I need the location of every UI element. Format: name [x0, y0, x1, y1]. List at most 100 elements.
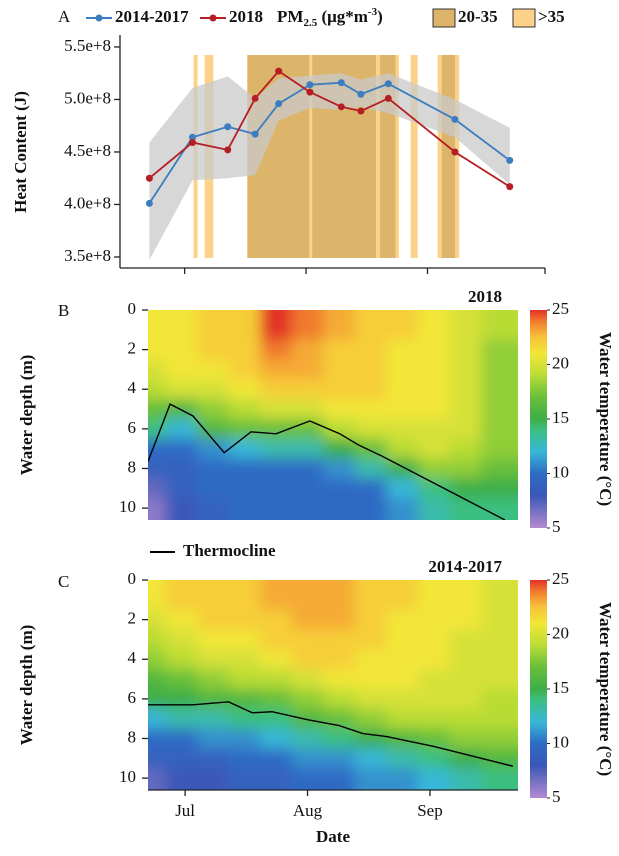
series-point	[145, 174, 153, 182]
heatmap-cell	[165, 629, 198, 650]
heatmap-cell	[323, 359, 356, 380]
pm-unit: (μg*m	[317, 7, 368, 26]
heatmap-cell	[386, 379, 419, 400]
heatmap-cell	[291, 589, 324, 611]
heatmap-cell	[386, 728, 419, 749]
heatmap-cell	[323, 589, 356, 611]
heatmap-cell	[260, 688, 293, 710]
heatmap-cell	[323, 379, 356, 400]
series-point	[188, 133, 196, 141]
heatmap-cell	[386, 688, 419, 710]
heatmap-cell	[260, 669, 293, 690]
heatmap-cell	[323, 580, 356, 591]
x-tick-label: Aug	[293, 801, 323, 820]
heatmap-cell	[196, 580, 230, 591]
heatmap-cell	[148, 379, 166, 400]
y-axis-title: Water depth (m)	[17, 355, 36, 476]
heatmap-cell	[323, 478, 356, 499]
heatmap-cell	[228, 478, 261, 499]
heatmap-cell	[196, 418, 230, 440]
heatmap-cell	[418, 669, 451, 690]
heatmap-cell	[354, 319, 388, 341]
colorbar-tick-label: 15	[552, 408, 569, 427]
pm-span	[437, 55, 442, 258]
heatmap-cell	[418, 379, 451, 400]
y-tick-label: 10	[119, 767, 136, 786]
heatmap-cell	[196, 748, 230, 769]
heatmap-cell	[196, 498, 230, 520]
heatmap-cell	[196, 458, 230, 479]
heatmap-cell	[354, 580, 388, 591]
heatmap-cell	[148, 728, 166, 749]
heatmap-cell	[354, 478, 388, 499]
heatmap-cell	[386, 458, 419, 479]
pm-sub: 2.5	[303, 17, 317, 29]
heatmap-cell	[386, 399, 419, 420]
heatmap-cell	[196, 438, 230, 460]
heatmap-cell	[228, 748, 261, 769]
heatmap-cell	[165, 669, 198, 690]
heatmap-cell	[481, 688, 518, 710]
panel-title: 2014-2017	[428, 557, 502, 576]
heatmap-cell	[481, 498, 518, 520]
heatmap-cell	[148, 339, 166, 361]
x-tick-label: Sep	[417, 801, 443, 820]
heatmap-cell	[196, 319, 230, 341]
legend-marker	[209, 14, 217, 22]
heatmap-cell	[386, 418, 419, 440]
heatmap-cell	[196, 310, 230, 321]
heatmap-cell	[418, 319, 451, 341]
heatmap-cell	[228, 649, 261, 670]
heatmap-cell	[260, 580, 293, 591]
heatmap-cell	[323, 438, 356, 460]
heatmap-cell	[165, 589, 198, 611]
series-point	[224, 123, 232, 131]
heatmap-cell	[291, 310, 324, 321]
heatmap-cell	[323, 399, 356, 420]
x-axis-title: Date	[316, 827, 350, 846]
heatmap-cell	[228, 580, 261, 591]
y-tick-label: 5.5e+8	[64, 36, 111, 55]
colorbar-tick-label: 15	[552, 678, 569, 697]
y-tick-label: 5.0e+8	[64, 88, 111, 107]
heatmap-cell	[354, 310, 388, 321]
y-tick-label: 6	[128, 418, 137, 437]
y-tick-label: 4.5e+8	[64, 141, 111, 160]
heatmap-cell	[291, 669, 324, 690]
heatmap-cell	[481, 319, 518, 341]
heatmap-cell	[196, 379, 230, 400]
heatmap-cell	[291, 688, 324, 710]
heatmap-cell	[165, 728, 198, 749]
legend-label: 2014-2017	[115, 7, 189, 26]
heatmap-cell	[386, 708, 419, 730]
pm-close: )	[377, 7, 383, 26]
heatmap-cell	[228, 498, 261, 520]
heatmap-cell	[449, 379, 482, 400]
heatmap-cell	[148, 768, 166, 790]
heatmap-cell	[418, 768, 451, 790]
colorbar-title: Water temperature (°C)	[596, 602, 615, 776]
heatmap-cell	[260, 438, 293, 460]
heatmap-cell	[291, 748, 324, 769]
pm-span	[395, 55, 399, 258]
heatmap-cell	[260, 728, 293, 749]
heatmap-cell	[228, 708, 261, 730]
heatmap-cell	[481, 478, 518, 499]
heatmap-cell	[386, 589, 419, 611]
heatmap-cell	[323, 669, 356, 690]
heatmap-cell	[260, 418, 293, 440]
heatmap-cell	[165, 708, 198, 730]
heatmap-cell	[386, 609, 419, 631]
heatmap-cell	[148, 458, 166, 479]
legend-marker	[95, 14, 103, 22]
heatmap-cell	[449, 399, 482, 420]
pm-span	[441, 55, 456, 258]
heatmap-cell	[148, 418, 166, 440]
heatmap-cell	[449, 339, 482, 361]
thermocline	[148, 403, 506, 520]
heatmap-cell	[196, 669, 230, 690]
heatmap-cell	[291, 629, 324, 650]
heatmap-cell	[196, 609, 230, 631]
